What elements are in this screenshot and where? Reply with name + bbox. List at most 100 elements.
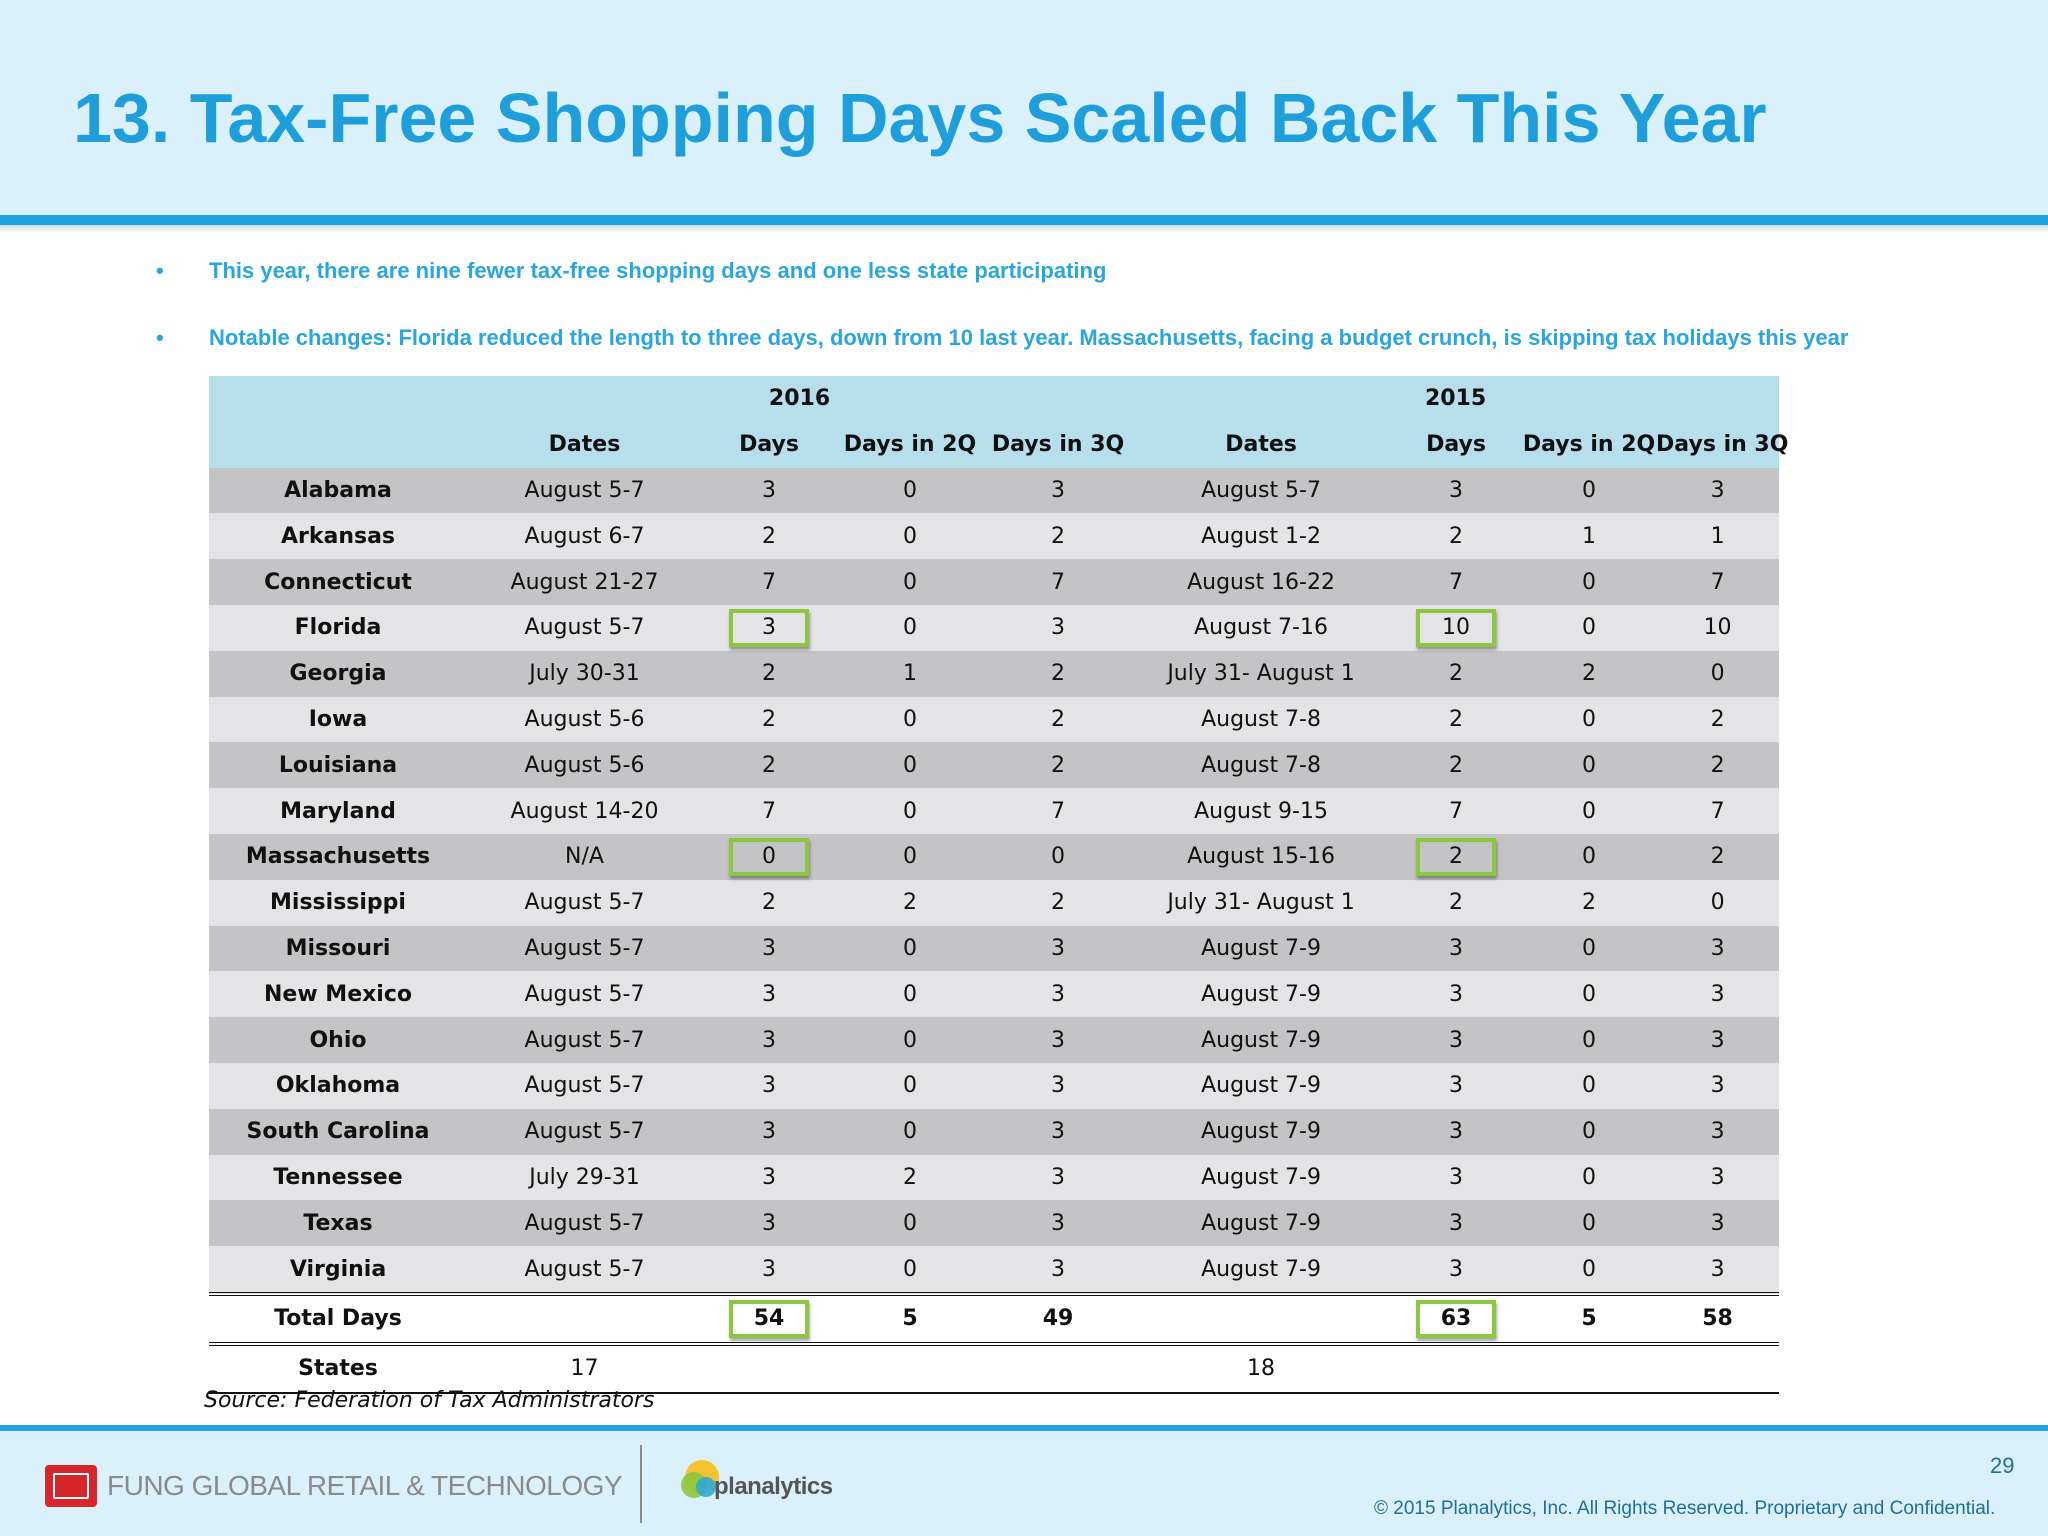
table-cell: 0 [836,1200,984,1247]
table-cell: 0 [1522,1062,1657,1109]
table-cell: August 7-8 [1132,696,1391,743]
table-cell: 2 [836,879,984,926]
table-cell: 0 [1522,971,1657,1018]
year-2015-header: 2015 [1132,376,1780,422]
table-cell: 0 [984,833,1133,880]
total-label: Total Days [209,1291,467,1346]
state-name: Iowa [209,696,467,743]
table-row: South Carolina August 5-7 3 0 3 August 7-9 3 0 3 [209,1108,1780,1155]
table-cell: 3 [1390,1154,1523,1201]
table-cell: August 15-16 [1132,833,1391,880]
table-cell: 2 [984,696,1133,743]
table-cell: August 7-8 [1132,742,1391,789]
column-header: Days in 2Q [1522,421,1657,468]
column-header: Days in 2Q [836,421,984,468]
table-cell: August 16-22 [1132,559,1391,605]
bullet-marker: • [156,258,164,283]
state-name: Tennessee [209,1154,467,1201]
column-header: Dates [467,421,702,468]
table-row: Oklahoma August 5-7 3 0 3 August 7-9 3 0 3 [209,1062,1780,1109]
table-cell: 2 [1390,879,1523,926]
column-header: Days [702,421,836,468]
table-cell: 3 [984,925,1133,972]
table-cell: August 5-7 [467,1200,702,1247]
column-header: Dates [1132,421,1391,468]
table-cell: 3 [1390,1062,1523,1109]
states-count-2015: 18 [1132,1343,1391,1394]
bullet-marker: • [156,325,164,350]
total-cell: 49 [984,1291,1133,1346]
table-cell: August 7-16 [1132,604,1391,651]
table-cell: 2 [984,879,1133,926]
table-cell: 0 [836,788,984,834]
table-cell: 0 [1522,1017,1657,1063]
state-name: Arkansas [209,513,467,560]
bullet-item: • Notable changes: Florida reduced the l… [150,323,2030,390]
table-cell: 3 [702,467,836,514]
states-count-2016: 17 [467,1343,702,1394]
table-row: Ohio August 5-7 3 0 3 August 7-9 3 0 3 [209,1017,1780,1063]
table-cell: 3 [1656,1246,1780,1294]
table-cell: 3 [1390,1200,1523,1247]
table-cell: 2 [1522,650,1657,697]
table-row: Massachusetts N/A 0 0 0 August 15-16 2 0 2 [209,833,1780,880]
source-note: Source: Federation of Tax Administrators [204,1388,655,1413]
table-cell: 7 [702,788,836,834]
table-cell: 3 [702,1154,836,1201]
table-cell: August 5-7 [467,925,702,972]
table-cell: 10 [1390,604,1523,651]
column-header-row: Dates Days Days in 2Q Days in 3Q Dates D… [209,421,1788,468]
table-cell: 3 [984,467,1133,514]
table-cell: 3 [1390,1017,1523,1063]
table-row: Maryland August 14-20 7 0 7 August 9-15 7 0 7 [209,788,1780,834]
header-shadow [0,225,2048,233]
table-row: Mississippi August 5-7 2 2 2 July 31- August … [209,879,1780,926]
table-cell: August 7-9 [1132,1017,1391,1063]
table-cell: 2 [702,696,836,743]
table-row: Virginia August 5-7 3 0 3 August 7-9 3 0 3 [209,1246,1780,1294]
table-cell: 0 [1522,467,1657,514]
highlight-box: 54 [729,1299,809,1338]
table-cell: August 7-9 [1132,1200,1391,1247]
highlight-box: 2 [1416,837,1497,876]
bullet-list: • This year, there are nine fewer tax-fr… [150,256,2030,390]
year-2016-header: 2016 [467,376,1133,422]
table-cell: August 7-9 [1132,971,1391,1018]
table-cell: 0 [1522,1108,1657,1155]
table-cell: 2 [702,879,836,926]
table-row: Florida August 5-7 3 0 3 August 7-16 10 0 10 [209,604,1780,651]
table-cell: 3 [984,604,1133,651]
company-name: FUNG GLOBAL RETAIL & TECHNOLOGY [107,1470,623,1501]
table-cell: 0 [836,559,984,605]
highlight-box: 3 [729,608,809,647]
table-cell: 0 [1522,1200,1657,1247]
total-cell: 58 [1656,1291,1780,1346]
table-row: New Mexico August 5-7 3 0 3 August 7-9 3 0 3 [209,971,1780,1018]
state-name: Alabama [209,467,467,514]
table-cell: 2 [1390,833,1523,880]
table-cell: August 5-6 [467,742,702,789]
table-cell: August 7-9 [1132,1108,1391,1155]
table-cell: 3 [702,604,836,651]
table-row: Missouri August 5-7 3 0 3 August 7-9 3 0 3 [209,925,1780,972]
table-cell: 0 [1522,742,1657,789]
state-name: Mississippi [209,879,467,926]
bullet-item: • This year, there are nine fewer tax-fr… [150,256,2030,323]
table-cell: 2 [1390,650,1523,697]
table-cell: 2 [702,513,836,560]
table-cell: 3 [984,1154,1133,1201]
table-cell: August 5-7 [467,1246,702,1294]
table-cell: 0 [1656,879,1780,926]
table-cell: August 7-9 [1132,925,1391,972]
state-name: Ohio [209,1017,467,1063]
table-cell: 2 [1390,696,1523,743]
table-row: Louisiana August 5-6 2 0 2 August 7-8 2 0 2 [209,742,1780,789]
table-cell: 3 [702,1108,836,1155]
table-row: Texas August 5-7 3 0 3 August 7-9 3 0 3 [209,1200,1780,1247]
table-cell: 3 [1656,1017,1780,1063]
table-row: Arkansas August 6-7 2 0 2 August 1-2 2 1 1 [209,513,1780,560]
table-cell: 3 [1656,1062,1780,1109]
table-cell: 2 [702,742,836,789]
table-row: Connecticut August 21-27 7 0 7 August 16-22 7 0… [209,559,1780,605]
